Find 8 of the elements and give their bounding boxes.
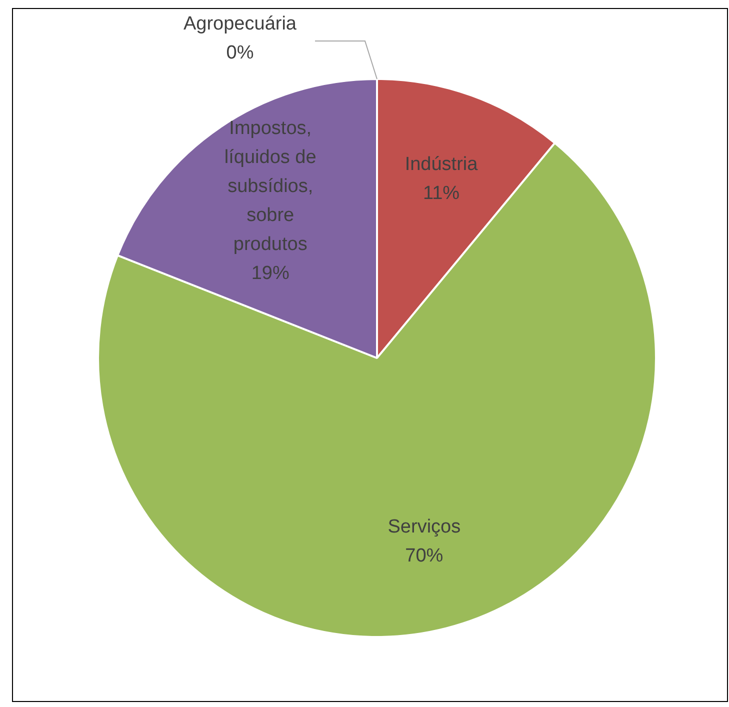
category-label: Agropecuária	[183, 14, 297, 35]
data-label: 70%	[405, 545, 444, 566]
slice-label: Indústria	[404, 154, 478, 176]
slice-label: Serviços	[388, 516, 461, 538]
data-label: 11%	[422, 183, 460, 204]
data-label: 19%	[251, 262, 290, 284]
slice-label: Impostos, líquidos de subsídios, sobre produtos	[224, 118, 316, 255]
text: 0%	[226, 42, 254, 64]
